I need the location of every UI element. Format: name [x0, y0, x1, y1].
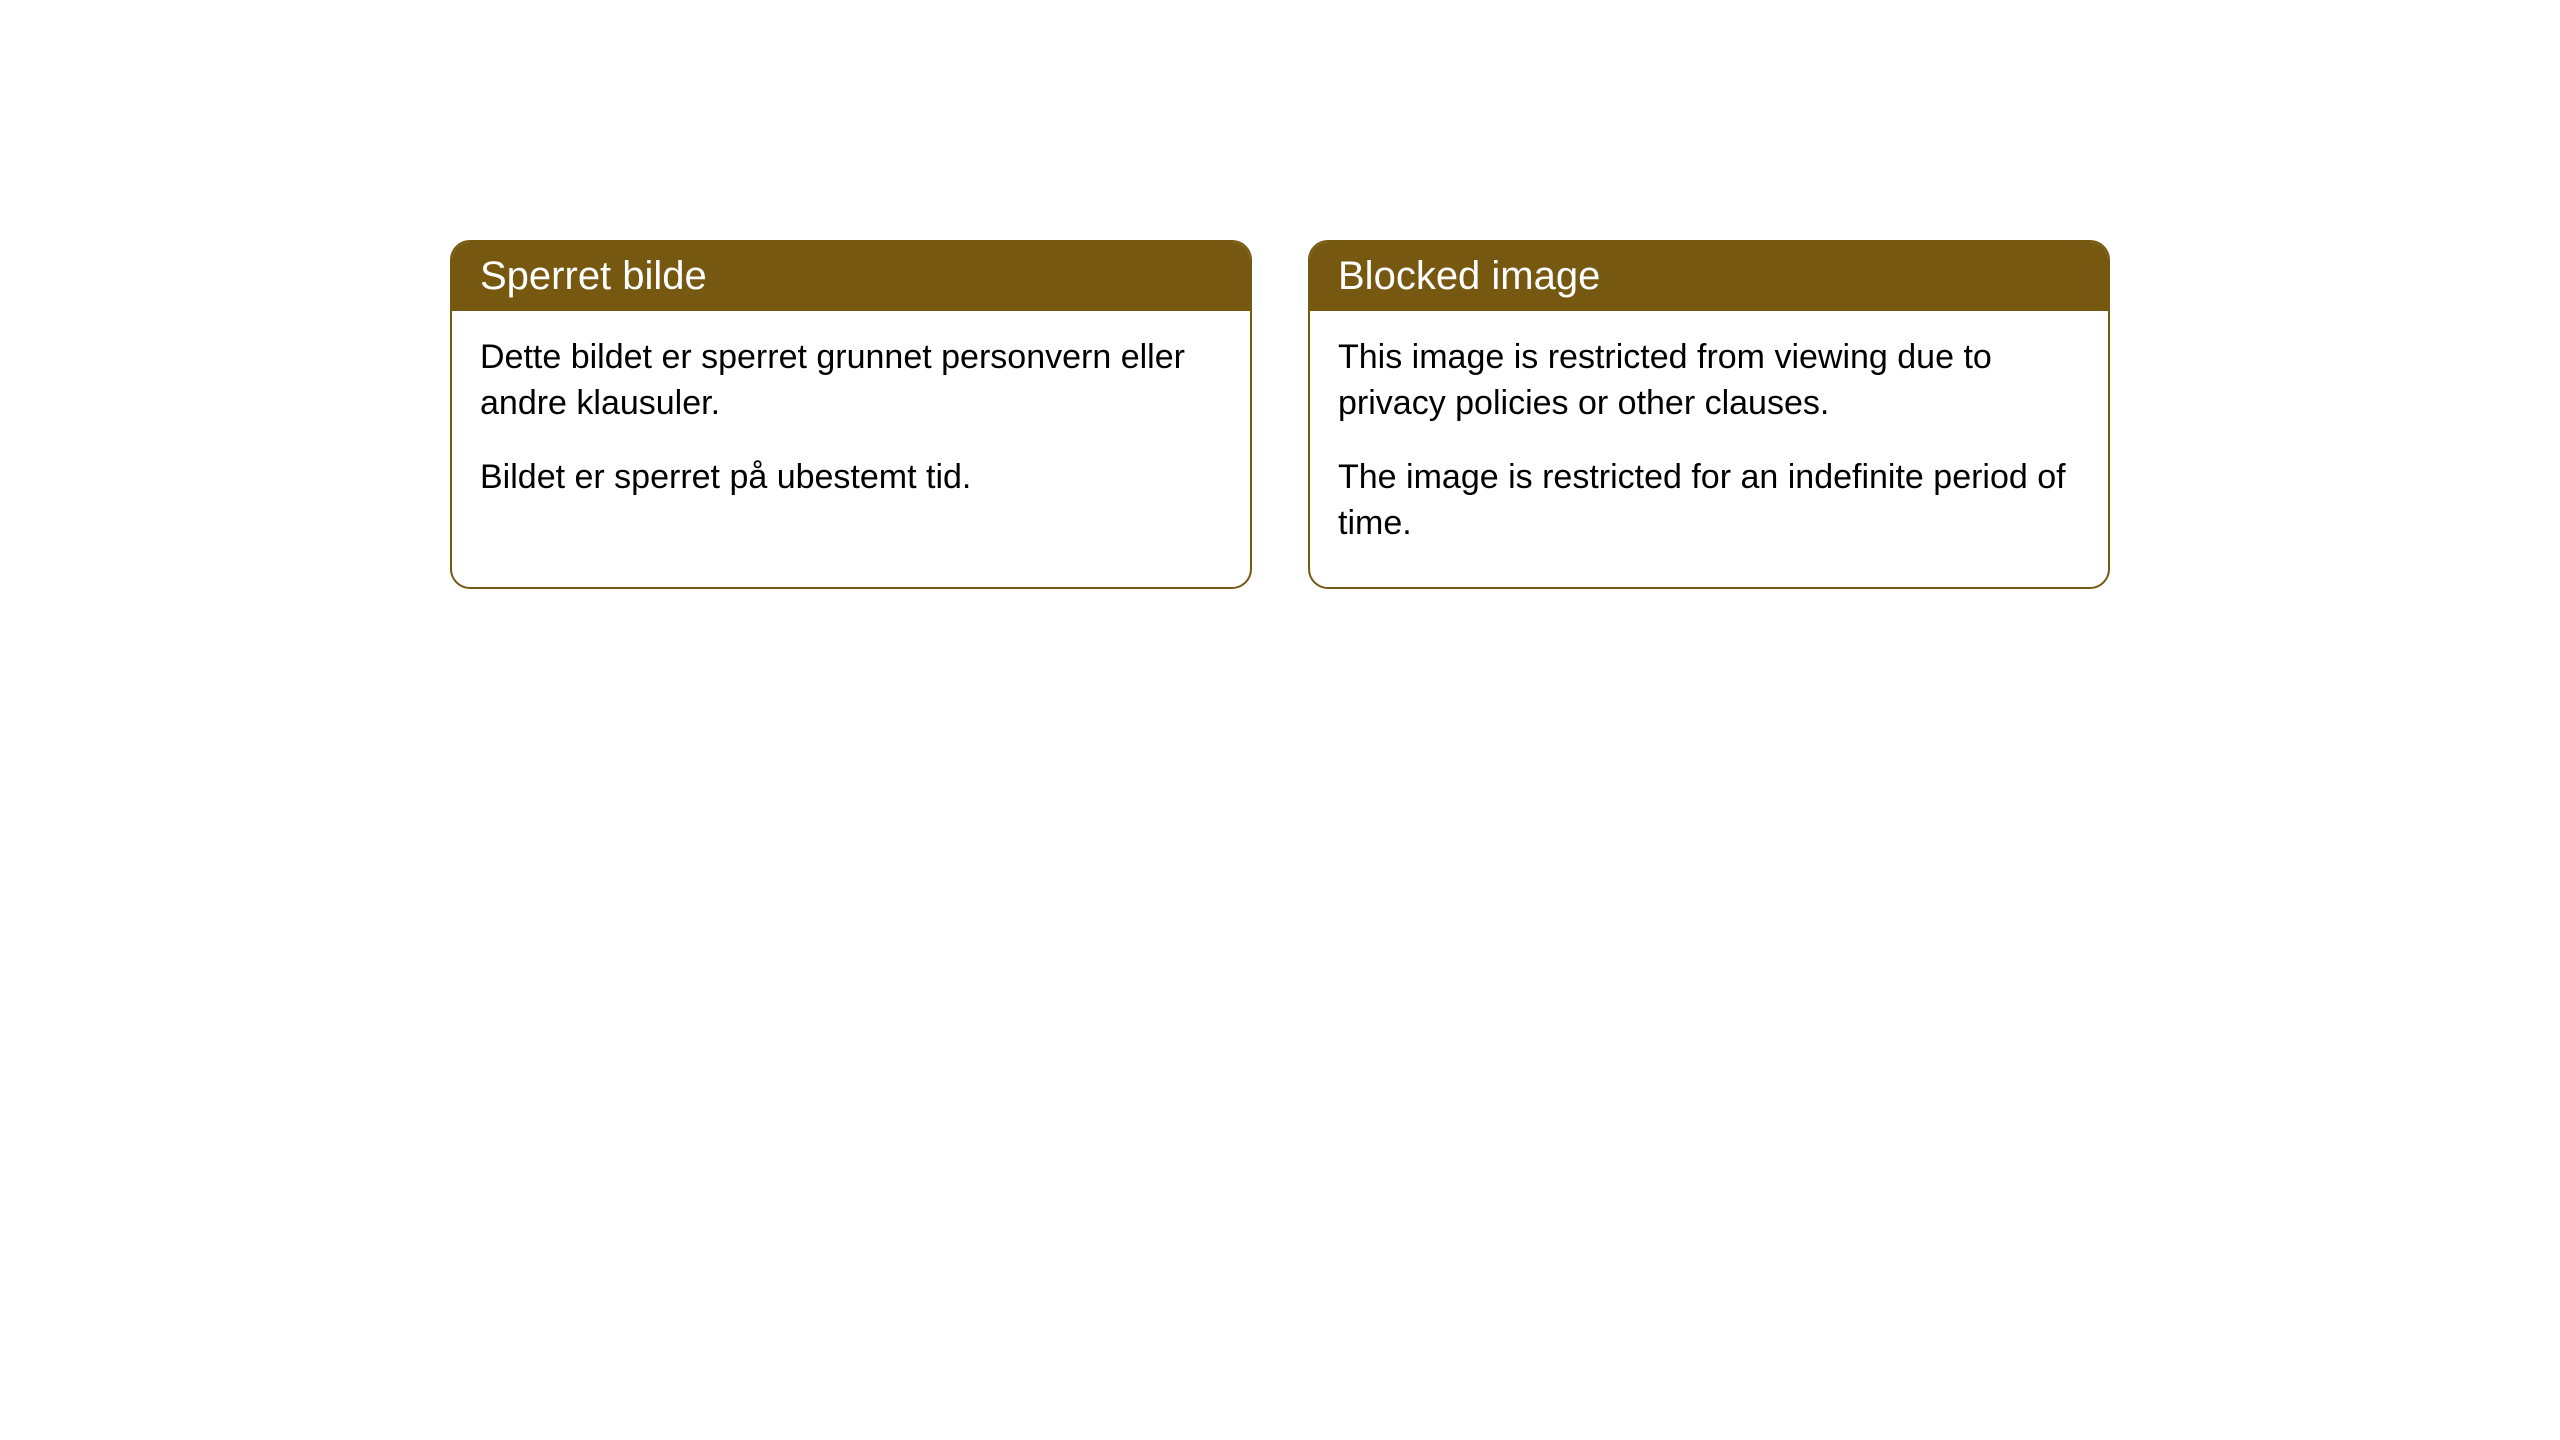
- notice-container: Sperret bilde Dette bildet er sperret gr…: [450, 240, 2110, 589]
- notice-card-norwegian: Sperret bilde Dette bildet er sperret gr…: [450, 240, 1252, 589]
- notice-card-english: Blocked image This image is restricted f…: [1308, 240, 2110, 589]
- notice-header: Sperret bilde: [452, 242, 1250, 311]
- notice-paragraph: Bildet er sperret på ubestemt tid.: [480, 455, 1222, 501]
- notice-paragraph: This image is restricted from viewing du…: [1338, 335, 2080, 427]
- notice-paragraph: Dette bildet er sperret grunnet personve…: [480, 335, 1222, 427]
- notice-paragraph: The image is restricted for an indefinit…: [1338, 455, 2080, 547]
- notice-body: Dette bildet er sperret grunnet personve…: [452, 311, 1250, 541]
- notice-header: Blocked image: [1310, 242, 2108, 311]
- notice-body: This image is restricted from viewing du…: [1310, 311, 2108, 587]
